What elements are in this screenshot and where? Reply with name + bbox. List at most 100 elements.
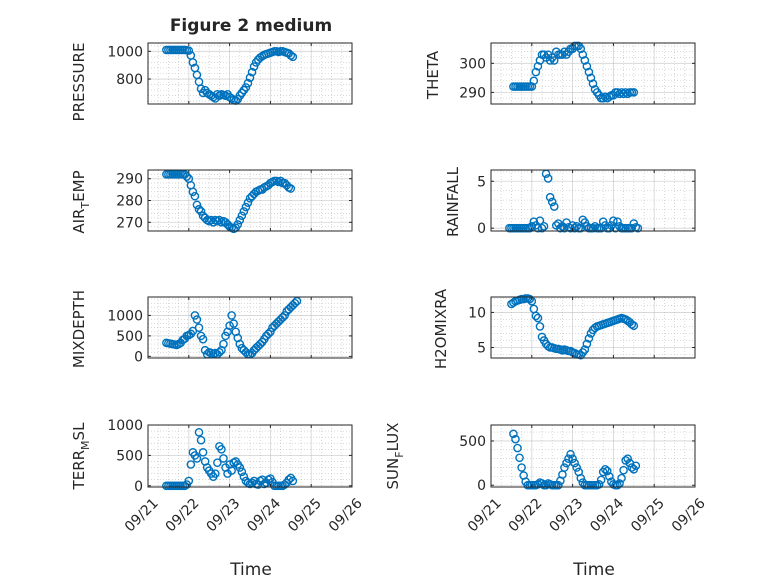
data-point [580, 345, 590, 354]
data-point [617, 88, 626, 97]
data-point [541, 480, 551, 490]
data-point [241, 347, 251, 357]
data-point [235, 215, 245, 225]
data-point [278, 313, 287, 322]
ylabel-sun-flux: SUNFLUX [384, 423, 406, 490]
data-point [182, 172, 192, 181]
data-point [237, 211, 247, 221]
data-point [525, 294, 535, 304]
ylabel-theta: THETA [424, 50, 442, 100]
data-point [229, 319, 238, 328]
xlabel-time-right: Time [572, 560, 615, 580]
data-point [588, 223, 598, 233]
data-point [533, 480, 543, 489]
data-point [290, 298, 300, 308]
data-point [186, 460, 196, 469]
x-tick-label: 09/23 [204, 495, 244, 535]
data-point [184, 46, 194, 55]
axes-frame [147, 296, 353, 359]
data-point [533, 61, 543, 71]
data-point [605, 92, 614, 102]
data-point [545, 192, 555, 202]
data-point [527, 82, 537, 91]
data-point [549, 202, 559, 211]
data-point [560, 463, 569, 472]
data-point [241, 83, 251, 92]
data-point [615, 89, 624, 99]
data-point [568, 454, 577, 463]
data-point [580, 56, 590, 65]
data-point [539, 222, 549, 231]
data-point [221, 331, 230, 341]
data-point [235, 339, 245, 349]
y-tick-label: 800 [116, 72, 143, 88]
y-tick-label: 500 [116, 329, 143, 345]
y-tick-label: 290 [116, 172, 143, 188]
axes-frame [490, 296, 696, 359]
data-point [566, 346, 575, 356]
x-tick-label: 09/21 [465, 495, 505, 535]
x-tick-label: 09/23 [547, 495, 587, 535]
data-point [241, 202, 251, 212]
axes-frame [490, 424, 696, 488]
data-point [537, 223, 547, 233]
y-tick-label: 1000 [107, 308, 143, 324]
ylabel-terr-msl: TERRMSL [70, 422, 92, 491]
data-point [602, 466, 612, 476]
data-point [578, 50, 588, 59]
data-point [629, 321, 639, 331]
data-point [562, 458, 571, 468]
data-point [511, 434, 520, 444]
axes-frame [490, 169, 696, 232]
data-point [564, 454, 573, 463]
ylabel-h2omixra: H2OMIXRA [432, 288, 450, 369]
data-point [286, 51, 296, 60]
x-tick-label: 09/22 [163, 495, 203, 535]
data-point [515, 453, 524, 463]
data-point [215, 347, 224, 357]
data-point [576, 473, 586, 483]
data-point [531, 67, 541, 77]
y-tick-label: 1000 [107, 44, 143, 60]
data-point [188, 187, 198, 197]
data-point [517, 463, 526, 472]
data-point [192, 200, 202, 210]
data-point [237, 467, 247, 477]
data-point [192, 454, 202, 463]
panel-h2omixra: 5 10 [468, 294, 696, 360]
x-tick-label: 09/24 [244, 495, 284, 535]
data-point [227, 311, 236, 320]
data-point [243, 198, 253, 207]
data-point [190, 191, 200, 201]
data-point [600, 92, 610, 102]
panel-terr-msl: 0 500 1000 09/21 09/22 09/23 09/24 09/25 09/26 [107, 418, 365, 535]
data-point [280, 311, 289, 320]
y-tick-label: 500 [459, 434, 486, 450]
data-point [617, 473, 626, 483]
data-point [288, 52, 298, 62]
data-point [531, 311, 541, 321]
ylabel-rainfall: RAINFALL [444, 166, 462, 237]
data-point [570, 223, 579, 233]
data-point [629, 88, 639, 97]
data-point [547, 197, 557, 207]
ylabel-mixdepth: MIXDEPTH [70, 290, 88, 368]
y-tick-label: 500 [116, 448, 143, 464]
x-tick-label: 09/25 [285, 495, 325, 535]
data-point [535, 322, 545, 331]
data-point [582, 339, 592, 349]
x-tick-label: 09/26 [669, 495, 709, 535]
data-point [284, 475, 294, 485]
data-point [198, 334, 208, 344]
data-point [613, 217, 622, 226]
data-point [266, 327, 275, 337]
data-point [235, 463, 245, 472]
data-point [513, 443, 522, 453]
data-point [554, 480, 563, 490]
x-tick-label: 09/25 [628, 495, 668, 535]
data-point [543, 174, 553, 183]
data-point [227, 466, 236, 475]
data-point [529, 76, 539, 86]
data-point [570, 458, 579, 468]
